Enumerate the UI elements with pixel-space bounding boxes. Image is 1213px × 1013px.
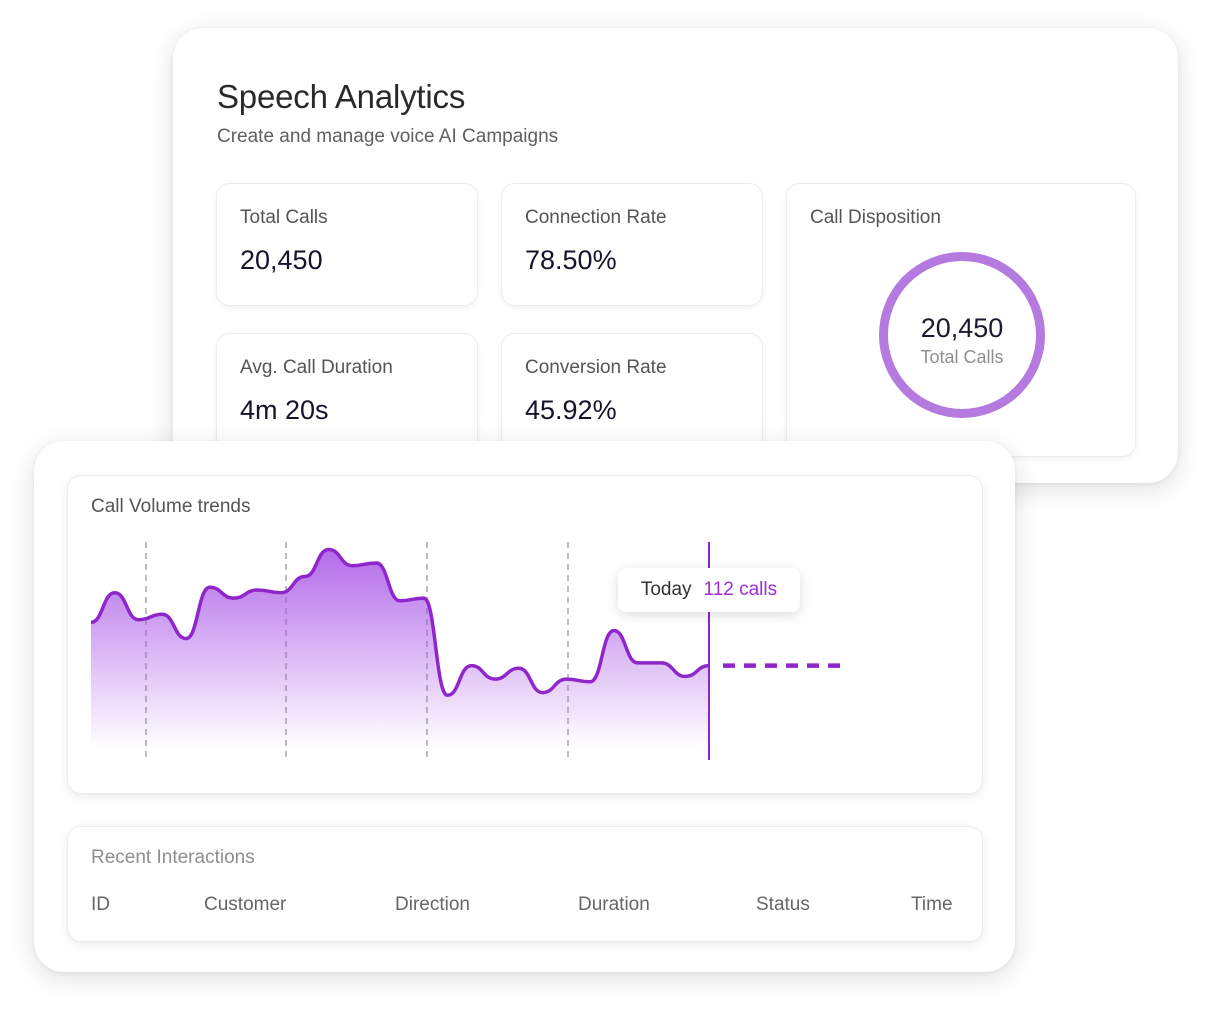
data-point-1[interactable] bbox=[88, 619, 94, 625]
call-disposition-card[interactable]: Call Disposition 20,450 Total Calls bbox=[786, 183, 1136, 457]
data-point-12[interactable] bbox=[349, 563, 355, 569]
data-point-20[interactable] bbox=[540, 690, 546, 696]
data-point-25[interactable] bbox=[658, 660, 664, 666]
data-point-6[interactable] bbox=[207, 584, 213, 590]
data-point-7[interactable] bbox=[231, 595, 237, 601]
data-point-24[interactable] bbox=[635, 660, 641, 666]
series-line bbox=[90, 547, 710, 698]
avg-call-duration-value: 4m 20s bbox=[240, 395, 329, 425]
conversion-rate-label: Conversion Rate bbox=[525, 357, 667, 378]
total-calls-value: 20,450 bbox=[240, 245, 323, 275]
data-point-9[interactable] bbox=[278, 590, 284, 596]
series-area bbox=[91, 549, 709, 748]
data-point-4[interactable] bbox=[159, 611, 165, 617]
disposition-donut: 20,450 Total Calls bbox=[879, 252, 1045, 418]
connection-rate-value: 78.50% bbox=[525, 245, 617, 275]
data-point-15[interactable] bbox=[421, 595, 427, 601]
avg-call-duration-label: Avg. Call Duration bbox=[240, 357, 393, 378]
speech-analytics-panel: Speech Analytics Create and manage voice… bbox=[173, 28, 1178, 483]
conversion-rate-card[interactable]: Conversion Rate 45.92% bbox=[501, 333, 763, 456]
total-calls-label: Total Calls bbox=[240, 207, 328, 228]
call-volume-panel: Call Volume trends Today 112 calls Recen… bbox=[34, 441, 1015, 972]
column-header-id[interactable]: ID bbox=[91, 894, 110, 915]
column-header-status[interactable]: Status bbox=[756, 894, 810, 915]
data-point-14[interactable] bbox=[397, 598, 403, 604]
data-point-22[interactable] bbox=[587, 679, 593, 685]
data-point-10[interactable] bbox=[302, 574, 308, 580]
column-header-direction[interactable]: Direction bbox=[395, 894, 470, 915]
data-point-21[interactable] bbox=[563, 676, 569, 682]
data-point-19[interactable] bbox=[516, 665, 522, 671]
connection-rate-card[interactable]: Connection Rate 78.50% bbox=[501, 183, 763, 306]
data-point-11[interactable] bbox=[326, 547, 332, 553]
call-volume-chart-card: Call Volume trends Today 112 calls bbox=[67, 475, 983, 794]
data-point-27[interactable] bbox=[706, 663, 712, 669]
page-title: Speech Analytics bbox=[217, 78, 466, 115]
data-point-17[interactable] bbox=[468, 663, 474, 669]
column-header-time[interactable]: Time bbox=[911, 894, 953, 915]
data-point-13[interactable] bbox=[373, 560, 379, 566]
data-point-26[interactable] bbox=[682, 673, 688, 679]
data-point-5[interactable] bbox=[183, 636, 189, 642]
connection-rate-label: Connection Rate bbox=[525, 207, 667, 228]
column-header-duration[interactable]: Duration bbox=[578, 894, 650, 915]
today-tooltip: Today 112 calls bbox=[618, 568, 800, 612]
page-subtitle: Create and manage voice AI Campaigns bbox=[217, 126, 559, 147]
donut-label: Total Calls bbox=[920, 347, 1004, 367]
call-volume-chart bbox=[88, 542, 843, 760]
tooltip-label: Today bbox=[640, 579, 692, 600]
data-point-3[interactable] bbox=[136, 617, 142, 623]
call-disposition-label: Call Disposition bbox=[810, 207, 941, 228]
avg-call-duration-card[interactable]: Avg. Call Duration 4m 20s bbox=[216, 333, 478, 456]
data-point-16[interactable] bbox=[445, 692, 451, 698]
chart-title: Call Volume trends bbox=[91, 496, 251, 517]
column-header-customer[interactable]: Customer bbox=[204, 894, 287, 915]
data-point-18[interactable] bbox=[492, 676, 498, 682]
donut-value: 20,450 bbox=[920, 313, 1004, 343]
data-point-2[interactable] bbox=[112, 590, 118, 596]
recent-interactions-title: Recent Interactions bbox=[91, 847, 255, 868]
conversion-rate-value: 45.92% bbox=[525, 395, 617, 425]
total-calls-card[interactable]: Total Calls 20,450 bbox=[216, 183, 478, 306]
recent-interactions-card: Recent Interactions ID Customer Directio… bbox=[67, 826, 983, 942]
data-point-8[interactable] bbox=[254, 587, 260, 593]
data-point-23[interactable] bbox=[611, 628, 617, 634]
tooltip-value: 112 calls bbox=[703, 579, 778, 600]
